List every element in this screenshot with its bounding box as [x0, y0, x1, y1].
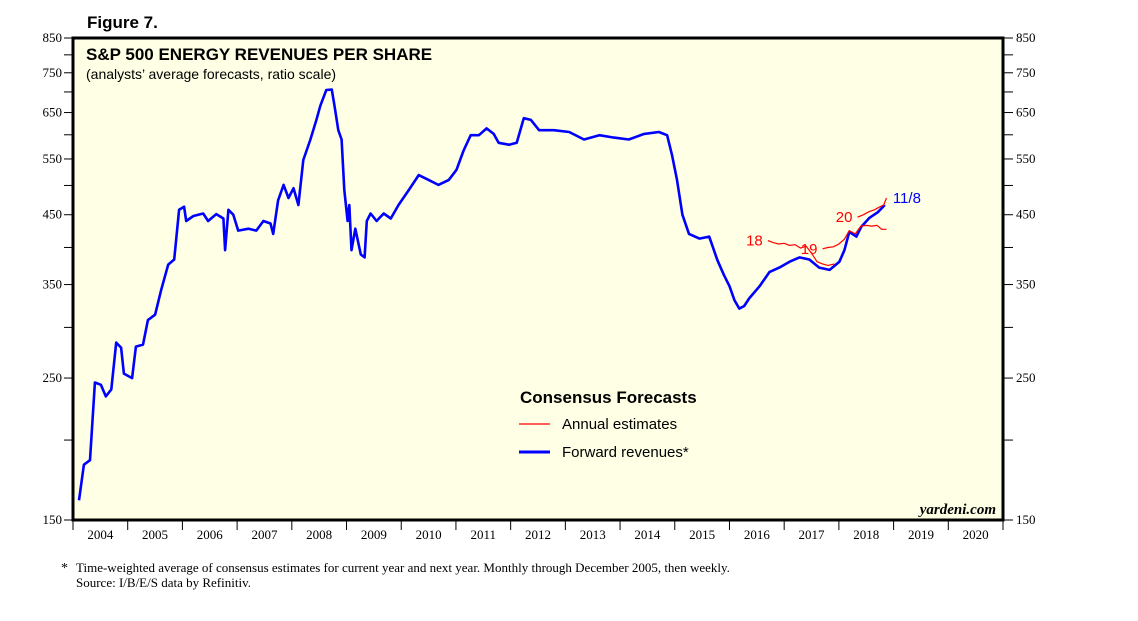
- y-tick-label-left: 750: [43, 65, 63, 80]
- x-tick-label: 2006: [197, 527, 224, 542]
- chart-title: S&P 500 ENERGY REVENUES PER SHARE: [86, 45, 432, 64]
- y-tick-label-left: 150: [43, 512, 63, 527]
- x-tick-label: 2013: [580, 527, 606, 542]
- x-tick-label: 2007: [251, 527, 278, 542]
- plot-frame: [71, 36, 1005, 522]
- series-annual-estimate-20: [857, 197, 888, 218]
- series-annual-estimate-19: [822, 224, 887, 250]
- y-tick-label-left: 850: [43, 30, 63, 45]
- legend-label-forward: Forward revenues*: [562, 444, 689, 461]
- footnote-source: Source: I/B/E/S data by Refinitiv.: [76, 575, 251, 590]
- legend: Consensus Forecasts Annual estimates For…: [519, 388, 697, 461]
- x-tick-label: 2016: [744, 527, 771, 542]
- series-layer: 11/8 18 19 20: [77, 88, 921, 501]
- x-tick-label: 2015: [689, 527, 715, 542]
- y-tick-label-right: 850: [1016, 30, 1036, 45]
- y-tick-label-right: 550: [1016, 151, 1036, 166]
- chart-subtitle: (analysts’ average forecasts, ratio scal…: [86, 66, 336, 82]
- series-forward-revenues: [77, 88, 886, 501]
- series-label-20: 20: [836, 209, 853, 226]
- series-end-label: 11/8: [893, 190, 921, 207]
- x-tick-label: 2004: [87, 527, 114, 542]
- x-tick-label: 2014: [634, 527, 661, 542]
- y-tick-label-right: 650: [1016, 105, 1036, 120]
- figure-label: Figure 7.: [87, 13, 158, 32]
- series-label-18: 18: [746, 233, 763, 250]
- x-tick-label: 2008: [306, 527, 332, 542]
- x-tick-label: 2005: [142, 527, 168, 542]
- y-tick-label-left: 350: [43, 277, 63, 292]
- x-tick-label: 2012: [525, 527, 551, 542]
- plot-area: [73, 38, 1003, 520]
- y-tick-label-left: 250: [43, 370, 63, 385]
- x-tick-label: 2017: [799, 527, 826, 542]
- x-tick-label: 2020: [963, 527, 989, 542]
- y-tick-label-left: 450: [43, 207, 63, 222]
- y-tick-label-right: 150: [1016, 512, 1036, 527]
- y-tick-label-left: 650: [43, 105, 63, 120]
- y-tick-label-right: 250: [1016, 370, 1036, 385]
- series-annual-estimate-18: [767, 240, 835, 266]
- y-tick-label-right: 750: [1016, 65, 1036, 80]
- y-tick-label-left: 550: [43, 151, 63, 166]
- footnote-marker: *: [61, 561, 68, 576]
- legend-title: Consensus Forecasts: [520, 388, 697, 407]
- x-tick-label: 2011: [471, 527, 497, 542]
- y-tick-label-right: 450: [1016, 207, 1036, 222]
- x-tick-label: 2019: [908, 527, 934, 542]
- watermark: yardeni.com: [918, 502, 996, 518]
- x-tick-label: 2009: [361, 527, 387, 542]
- x-tick-label: 2010: [416, 527, 442, 542]
- y-tick-label-right: 350: [1016, 277, 1036, 292]
- x-tick-label: 2018: [853, 527, 879, 542]
- footnote-text: Time-weighted average of consensus estim…: [76, 560, 730, 575]
- series-label-19: 19: [801, 241, 818, 258]
- legend-label-annual: Annual estimates: [562, 416, 677, 433]
